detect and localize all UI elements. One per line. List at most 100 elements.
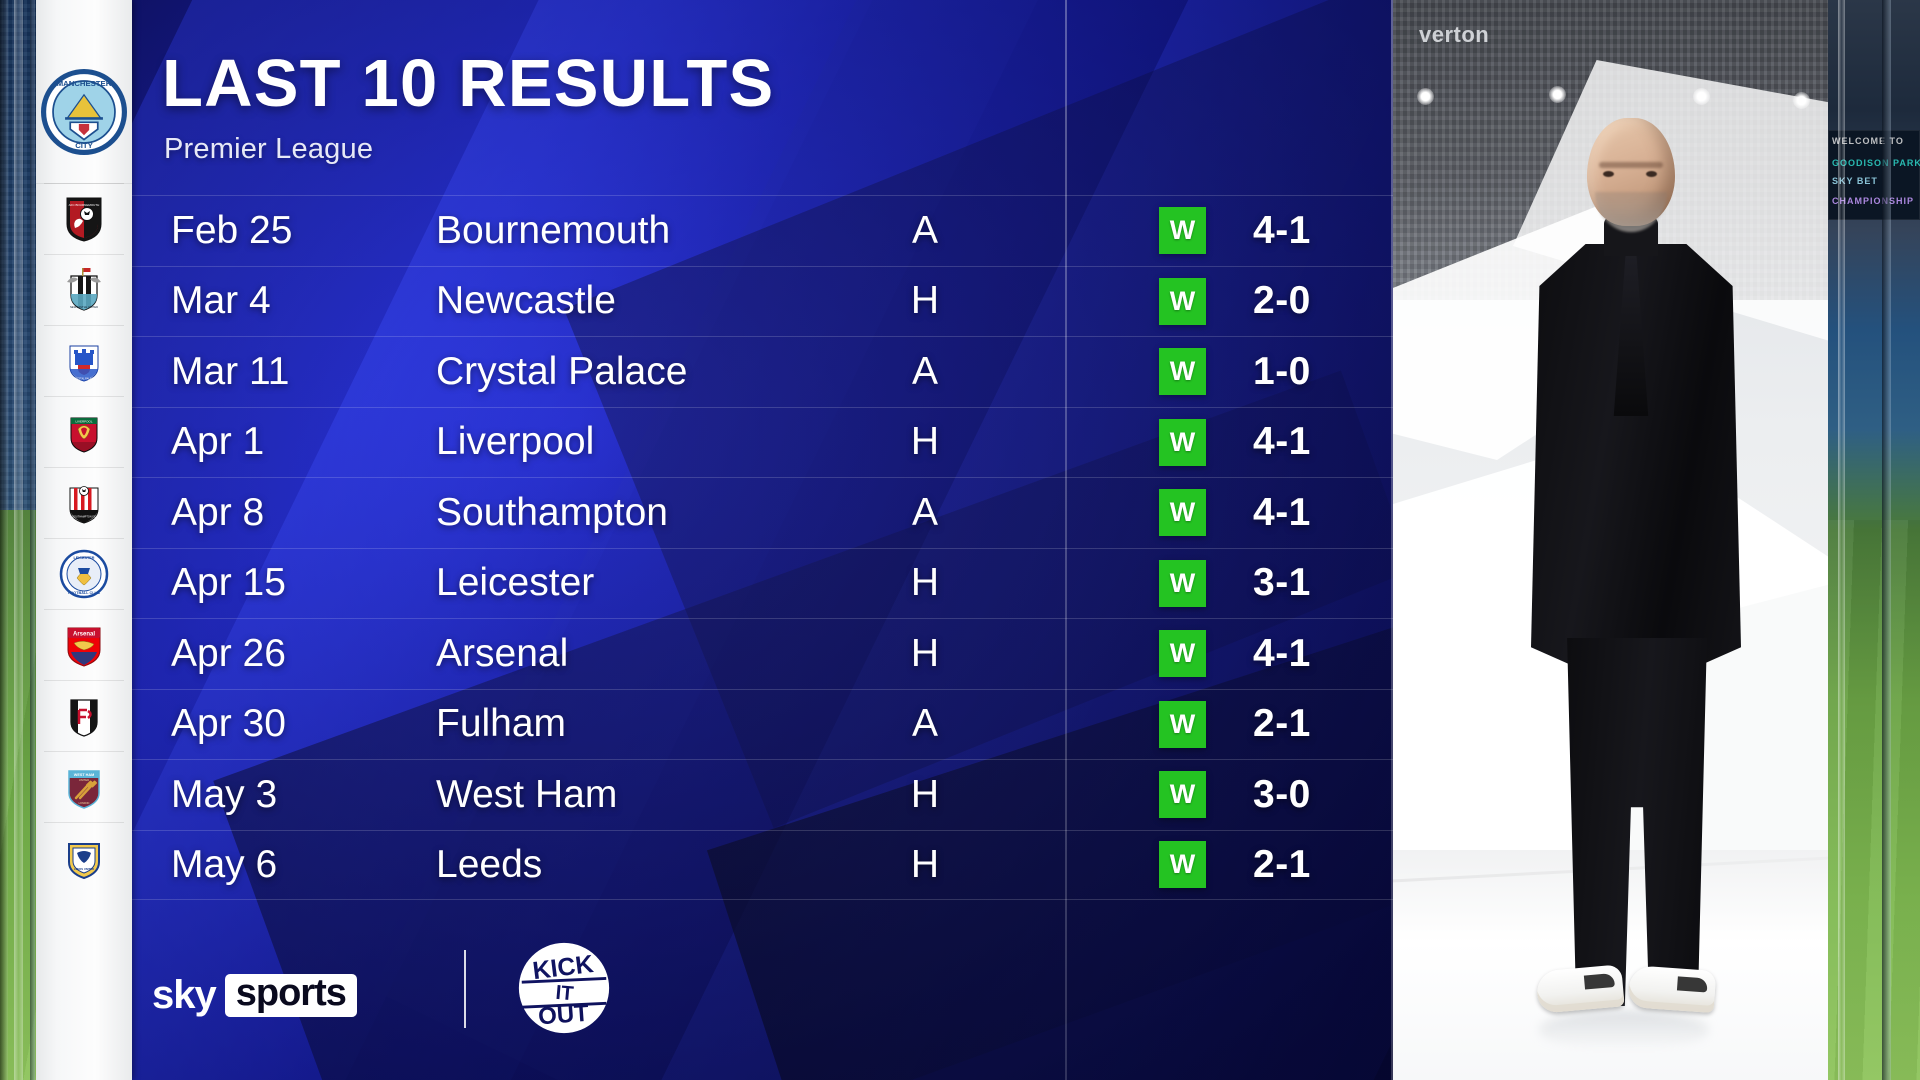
cell-result-badge: W: [1159, 207, 1206, 255]
table-row[interactable]: May 6 Leeds H W 2-1: [116, 829, 1393, 900]
cell-score: 2-0: [1253, 279, 1311, 323]
cell-team: Leeds: [436, 842, 543, 886]
table-row[interactable]: Mar 11 Crystal Palace A W 1-0: [116, 336, 1393, 407]
floodlight-b-icon: [1549, 86, 1566, 103]
cell-venue: A: [911, 490, 938, 534]
status-badge: W: [1159, 348, 1206, 396]
crest-cell-newcastle-united[interactable]: NEWCASTLE UNITEDNewcastle: [36, 254, 132, 325]
portrait-eye-right: [1646, 171, 1657, 177]
status-badge: W: [1159, 207, 1206, 255]
status-badge: W: [1159, 418, 1206, 466]
cell-result-badge: W: [1159, 418, 1206, 466]
cell-team: Fulham: [436, 702, 567, 746]
table-row[interactable]: Apr 8 Southampton A W 4-1: [116, 477, 1393, 548]
sky-sports-logo: sky sports: [152, 973, 357, 1018]
cell-venue: H: [910, 772, 940, 816]
cell-venue: H: [910, 561, 940, 605]
newcastle-united-crest-icon: NEWCASTLE UNITED: [59, 265, 109, 315]
cell-team: Arsenal: [436, 631, 569, 675]
manager-portrait: [1521, 118, 1751, 1058]
svg-text:UNITED: UNITED: [79, 778, 89, 782]
glass-reflection-right-a: [1838, 0, 1845, 1080]
footer-divider: [464, 950, 466, 1028]
table-row[interactable]: Apr 15 Leicester H W 3-1: [116, 547, 1393, 619]
cell-venue: H: [910, 279, 940, 323]
cell-date: May 3: [171, 772, 278, 816]
page-subtitle: Premier League: [164, 133, 374, 165]
crest-cell-arsenal[interactable]: ArsenalArsenal: [36, 609, 132, 680]
status-badge: W: [1159, 700, 1206, 748]
manchester-city-crest-icon: MANCHESTER CITY: [41, 68, 127, 155]
status-badge: W: [1159, 277, 1206, 325]
cell-result-badge: W: [1159, 489, 1206, 537]
crest-cell-manchester-city[interactable]: MANCHESTERCITYManchester City: [36, 40, 132, 183]
column-divider-left: [1065, 0, 1067, 1080]
glass-reflection-right-b: [1882, 0, 1891, 1080]
cell-venue: H: [910, 631, 940, 675]
crest-separator: [44, 609, 124, 610]
footer-logos: sky sports KICK IT OUT: [116, 890, 1393, 1080]
cell-result-badge: W: [1159, 277, 1206, 325]
cell-date: May 6: [171, 842, 278, 886]
crest-separator: [44, 680, 124, 681]
kick-it-out-logo: KICK IT OUT: [516, 940, 612, 1036]
svg-text:AFC BOURNEMOUTH: AFC BOURNEMOUTH: [69, 203, 100, 207]
portrait-shoe-right: [1627, 965, 1717, 1013]
crest-cell-southampton[interactable]: SOUTHAMPTON FCSouthampton: [36, 467, 132, 538]
led-line-4: CHAMPIONSHIP: [1832, 196, 1915, 206]
shoe-stripe-icon: [1583, 972, 1615, 990]
svg-text:FOOTBALL CLUB: FOOTBALL CLUB: [68, 591, 100, 595]
results-board: LAST 10 RESULTS Premier League Feb 25 Bou…: [116, 0, 1393, 1080]
crest-cell-liverpool[interactable]: LIVERPOOLLiverpool: [36, 396, 132, 467]
column-divider-right: [1391, 0, 1393, 1080]
cell-team: West Ham: [436, 772, 618, 816]
table-row[interactable]: Feb 25 Bournemouth A W 4-1: [116, 195, 1393, 266]
cell-venue: A: [911, 702, 938, 746]
leicester-city-crest-icon: LEICESTER FOOTBALL CLUB: [59, 549, 109, 599]
crest-cell-crystal-palace[interactable]: CRYSTAL PALACECrystal Palace: [36, 325, 132, 396]
cell-result-badge: W: [1159, 630, 1206, 678]
cell-score: 3-1: [1253, 561, 1311, 605]
crest-cell-bournemouth[interactable]: AFC BOURNEMOUTHBournemouth: [36, 183, 132, 254]
crest-separator: [44, 538, 124, 539]
crest-separator: [44, 325, 124, 326]
southampton-crest-icon: SOUTHAMPTON FC: [59, 478, 109, 528]
table-row[interactable]: Apr 26 Arsenal H W 4-1: [116, 618, 1393, 689]
leeds-united-crest-icon: LEEDS UNITED: [59, 833, 109, 883]
cell-venue: H: [910, 420, 940, 464]
crystal-palace-crest-icon: CRYSTAL PALACE: [59, 336, 109, 386]
table-row[interactable]: May 3 West Ham H W 3-0: [116, 759, 1393, 830]
crest-cell-leeds-united[interactable]: LEEDS UNITEDLeeds: [36, 822, 132, 893]
crest-cell-west-ham-united[interactable]: WEST HAMUNITEDLONDONWest Ham: [36, 751, 132, 822]
cell-result-badge: W: [1159, 700, 1206, 748]
portrait-eye-left: [1603, 171, 1614, 177]
svg-text:CITY: CITY: [75, 141, 93, 150]
svg-text:LEEDS UNITED: LEEDS UNITED: [74, 867, 94, 871]
svg-text:WEST HAM: WEST HAM: [74, 773, 94, 777]
cell-team: Crystal Palace: [436, 349, 688, 393]
team-crest-rail: MANCHESTERCITYManchester CityAFC BOURNEM…: [36, 0, 132, 1080]
status-badge: W: [1159, 771, 1206, 819]
cell-score: 3-0: [1253, 772, 1311, 816]
cell-result-badge: W: [1159, 348, 1206, 396]
cell-date: Apr 1: [171, 420, 265, 464]
cell-result-badge: W: [1159, 841, 1206, 889]
status-badge: W: [1159, 559, 1206, 607]
svg-text:Arsenal: Arsenal: [73, 631, 95, 637]
arsenal-crest-icon: Arsenal: [59, 620, 109, 670]
pitch-mow-lines: [1828, 520, 1920, 1080]
cell-date: Apr 8: [171, 490, 265, 534]
cell-venue: A: [911, 349, 938, 393]
table-row[interactable]: Mar 4 Newcastle H W 2-0: [116, 265, 1393, 337]
cell-team: Southampton: [436, 490, 669, 534]
results-table: Feb 25 Bournemouth A W 4-1 Mar 4 Newcastle H W 2-…: [116, 195, 1393, 900]
crest-separator: [44, 183, 124, 184]
table-row[interactable]: Apr 1 Liverpool H W 4-1: [116, 406, 1393, 478]
cell-team: Leicester: [436, 561, 595, 605]
sports-word: sports: [224, 973, 357, 1018]
table-row[interactable]: Apr 30 Fulham A W 2-1: [116, 688, 1393, 760]
crest-cell-fulham[interactable]: Fulham: [36, 680, 132, 751]
cell-venue: A: [911, 208, 938, 252]
